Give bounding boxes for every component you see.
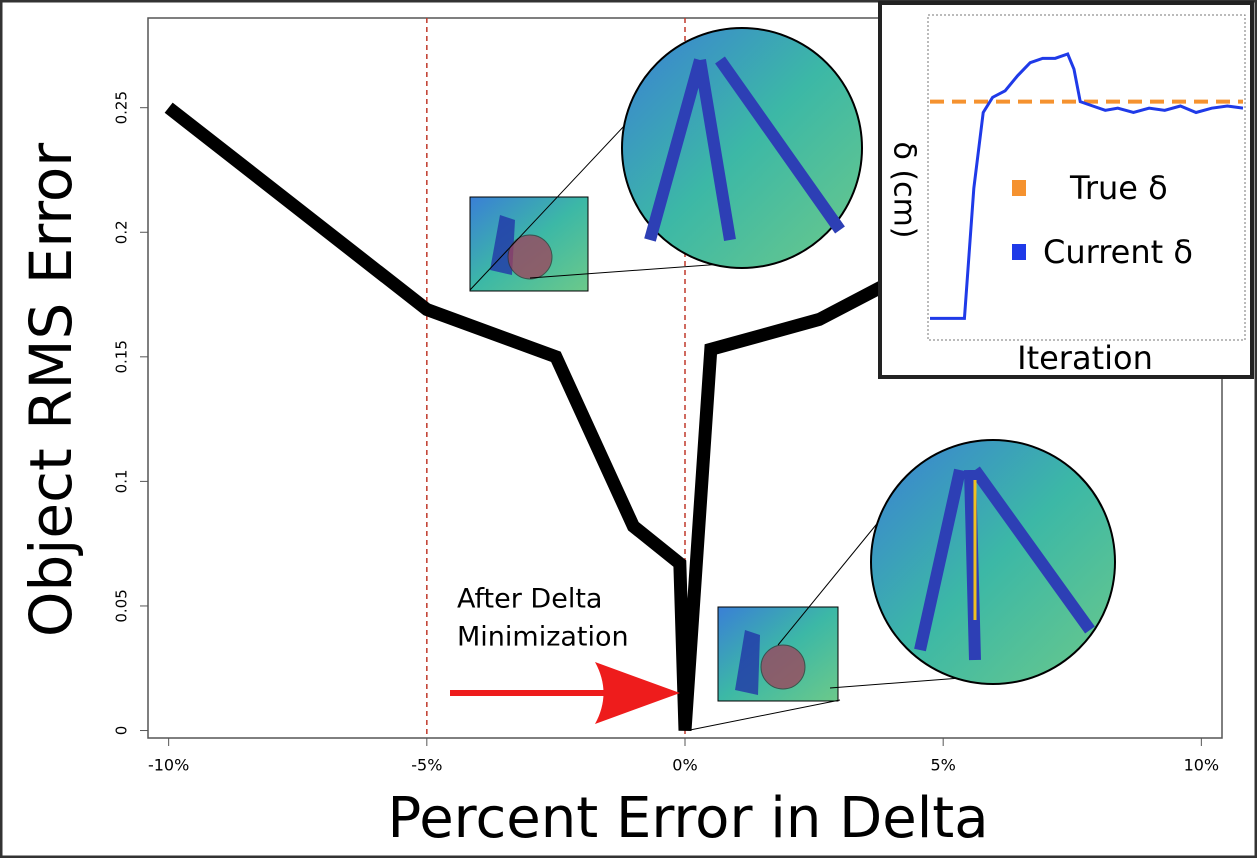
figure: Object RMS Error Percent Error in Delta … — [0, 0, 1257, 858]
legend-label: True δ — [1069, 169, 1168, 207]
x-tick-label: 0% — [672, 756, 697, 775]
y-tick-label: 0.1 — [113, 469, 131, 493]
legend-swatch — [1012, 244, 1026, 260]
y-tick-label: 0.15 — [113, 340, 131, 373]
y-tick-label: 0.25 — [113, 91, 131, 124]
x-axis-label: Percent Error in Delta — [387, 786, 988, 851]
inset-x-label: Iteration — [1017, 339, 1153, 377]
x-tick-label: -10% — [148, 756, 189, 775]
annotation: Minimization — [457, 622, 629, 653]
x-tick-label: -5% — [411, 756, 442, 775]
y-tick-label: 0 — [113, 726, 131, 736]
inset-box — [880, 3, 1252, 377]
x-tick-label: 10% — [1184, 756, 1220, 775]
x-tick-label: 5% — [930, 756, 955, 775]
legend-swatch — [1012, 180, 1026, 196]
inset-y-label: δ (cm) — [887, 141, 922, 238]
y-tick-label: 0.05 — [113, 589, 131, 622]
y-tick-label: 0.2 — [113, 220, 131, 244]
y-axis-label: Object RMS Error — [17, 143, 85, 637]
annotation: After Delta — [457, 584, 602, 615]
legend-label: Current δ — [1043, 233, 1193, 271]
